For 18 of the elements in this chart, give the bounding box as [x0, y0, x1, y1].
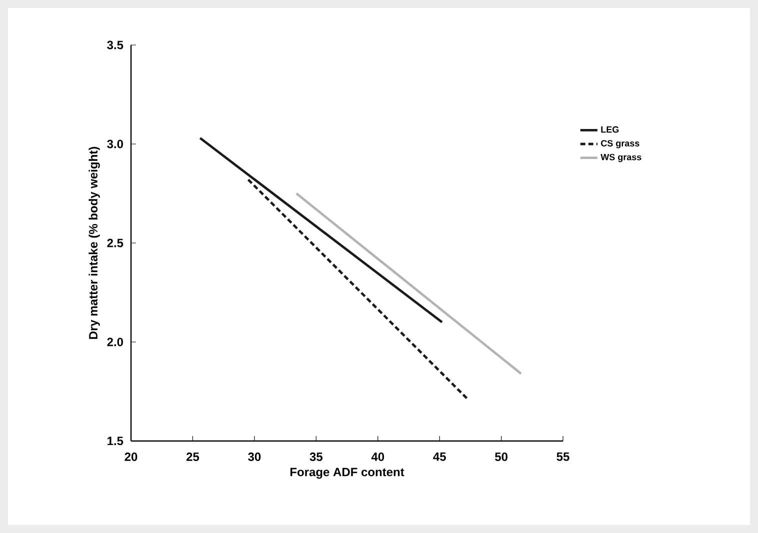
- legend-label: LEG: [601, 126, 619, 133]
- x-tick-label: 35: [310, 452, 322, 462]
- x-axis-title: Forage ADF content: [290, 468, 404, 479]
- x-tick-label: 30: [248, 452, 261, 462]
- y-tick-label: 1.5: [108, 436, 124, 446]
- legend-label: CS grass: [601, 140, 640, 148]
- y-tick-label: 2.0: [107, 338, 123, 346]
- legend-label: WS grass: [600, 154, 642, 162]
- x-tick-label: 25: [186, 452, 200, 462]
- x-tick-label: 45: [433, 452, 446, 461]
- x-tick-label: 40: [371, 452, 384, 462]
- y-tick-label: 3.0: [107, 140, 123, 148]
- x-tick-label: 55: [556, 452, 570, 461]
- y-tick-label: 2.5: [107, 238, 124, 248]
- x-tick-label: 20: [124, 452, 138, 462]
- y-tick-label: 3.5: [107, 40, 124, 50]
- x-tick-label: 50: [494, 452, 508, 462]
- y-axis-title: Dry matter intake (% body weight): [88, 146, 100, 339]
